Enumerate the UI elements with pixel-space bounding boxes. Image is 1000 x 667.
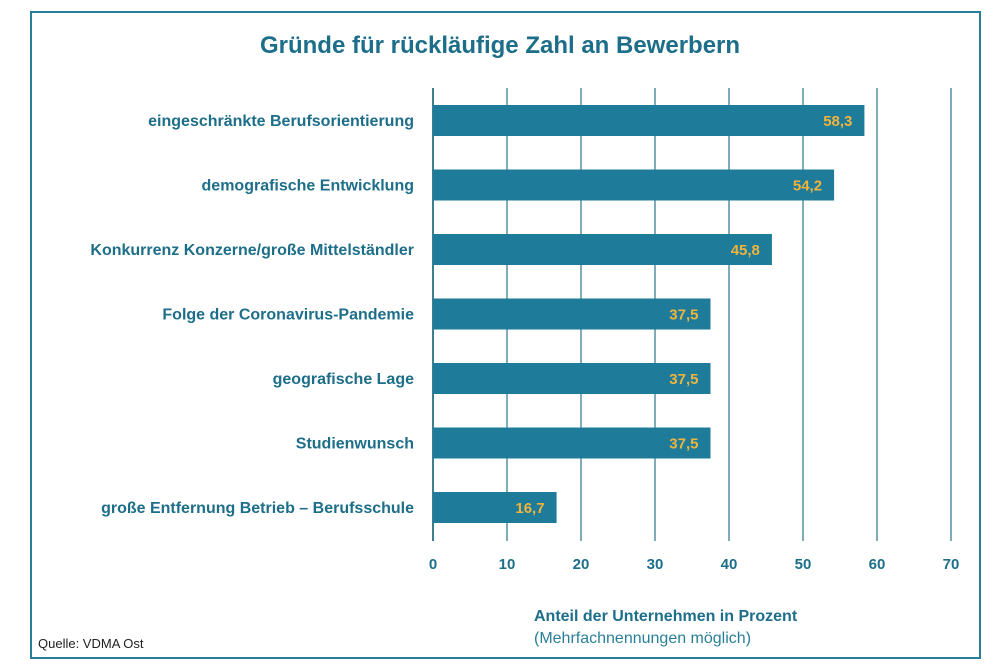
data-label: 54,2 bbox=[793, 178, 822, 195]
category-label: demografische Entwicklung bbox=[202, 178, 414, 195]
data-label: 58,3 bbox=[823, 113, 852, 130]
category-label: Konkurrenz Konzerne/große Mittelständler bbox=[90, 242, 414, 259]
x-axis-label: Anteil der Unternehmen in Prozent bbox=[534, 608, 798, 625]
chart-title: Gründe für rückläufige Zahl an Bewerbern bbox=[259, 32, 741, 59]
bar bbox=[433, 169, 835, 201]
x-tick-label: 70 bbox=[943, 556, 960, 573]
category-label: eingeschränkte Berufsorientierung bbox=[148, 113, 414, 130]
bar bbox=[433, 492, 557, 523]
bar bbox=[433, 298, 711, 330]
chart-frame bbox=[30, 11, 981, 659]
data-label: 45,8 bbox=[731, 242, 760, 259]
bar bbox=[433, 234, 772, 265]
x-tick-label: 20 bbox=[573, 556, 590, 573]
data-label: 37,5 bbox=[669, 436, 698, 453]
category-label: Studienwunsch bbox=[296, 436, 414, 453]
x-tick-label: 30 bbox=[647, 556, 664, 573]
x-tick-label: 0 bbox=[429, 556, 437, 573]
bar bbox=[433, 363, 711, 394]
category-label: große Entfernung Betrieb – Berufsschule bbox=[101, 500, 414, 517]
x-axis-note: (Mehrfachnennungen möglich) bbox=[534, 630, 752, 647]
x-tick-label: 50 bbox=[795, 556, 812, 573]
data-label: 16,7 bbox=[515, 500, 544, 517]
bar bbox=[433, 427, 711, 459]
x-tick-label: 40 bbox=[721, 556, 738, 573]
data-label: 37,5 bbox=[669, 371, 698, 388]
category-label: geografische Lage bbox=[273, 371, 414, 388]
x-tick-label: 10 bbox=[499, 556, 516, 573]
bar bbox=[433, 105, 865, 136]
data-label: 37,5 bbox=[669, 307, 698, 324]
category-label: Folge der Coronavirus-Pandemie bbox=[162, 307, 414, 324]
source-note: Quelle: VDMA Ost bbox=[38, 636, 144, 651]
x-tick-label: 60 bbox=[869, 556, 886, 573]
